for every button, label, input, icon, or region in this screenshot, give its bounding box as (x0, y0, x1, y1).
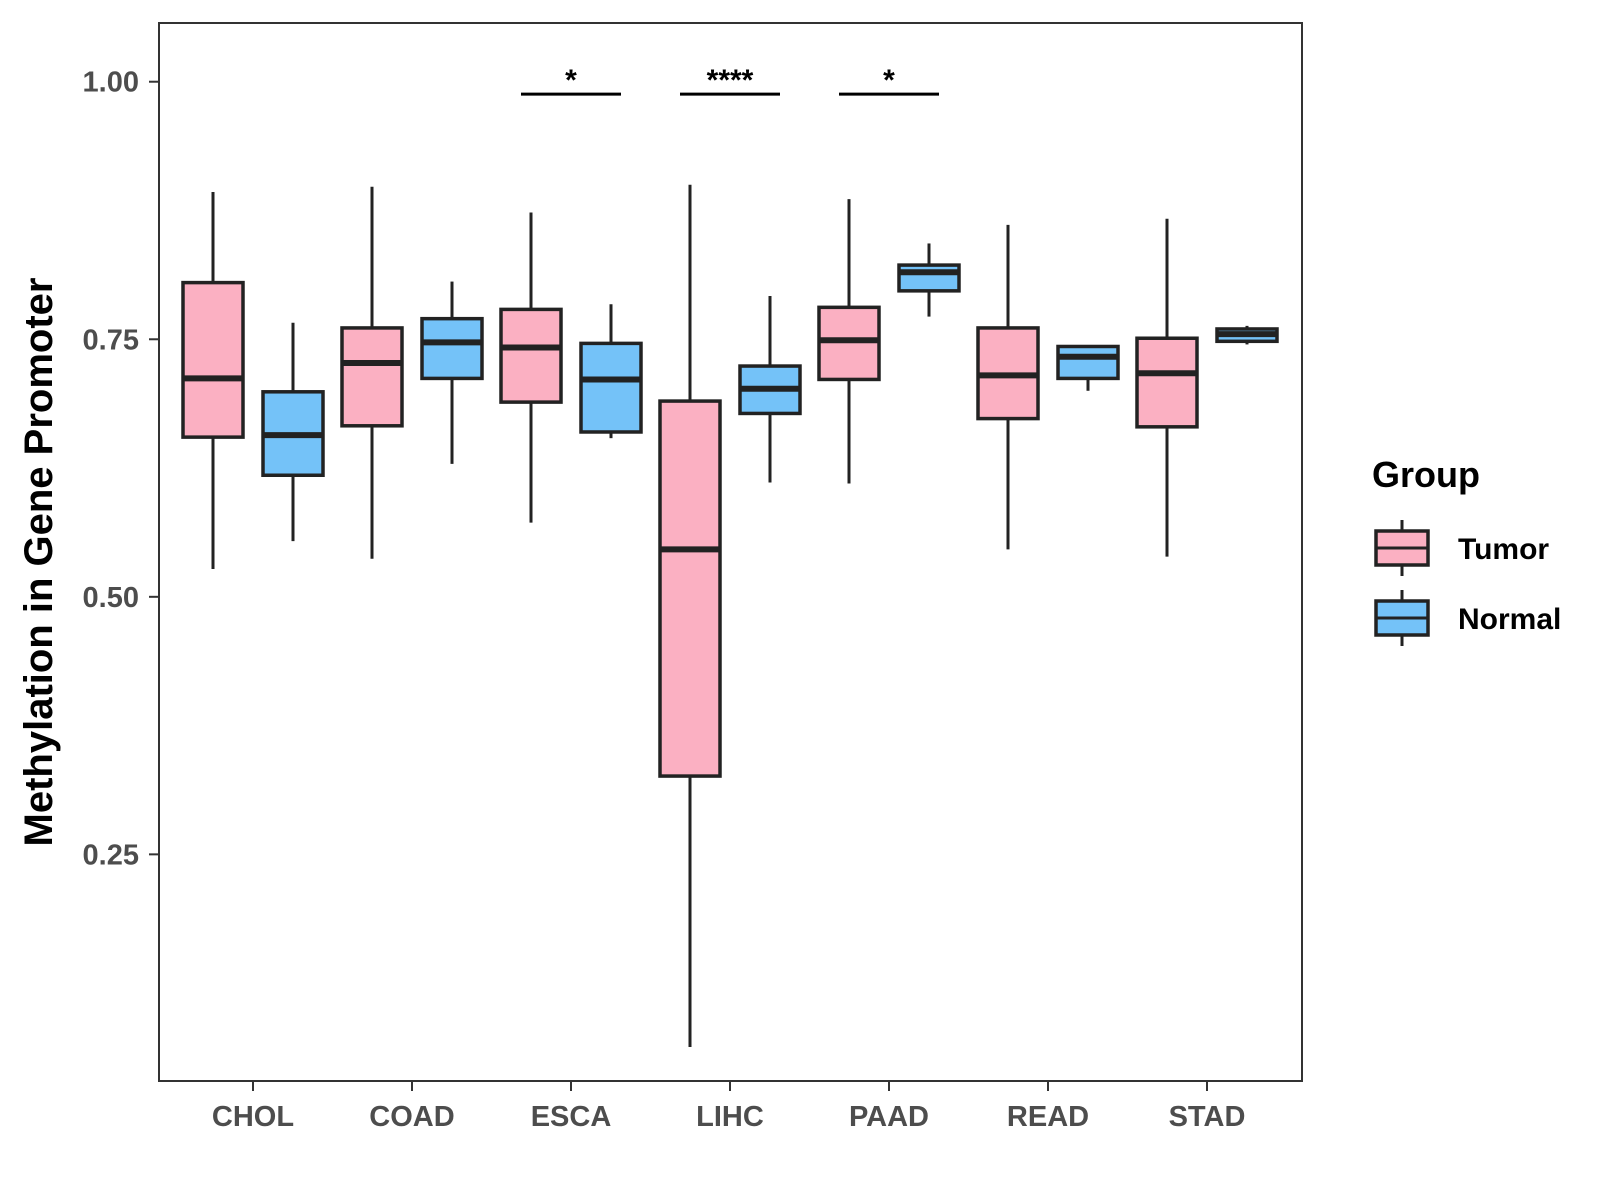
y-axis-title: Methylation in Gene Promoter (17, 278, 61, 847)
legend: Group Tumor Normal (1372, 454, 1561, 646)
legend-label-tumor: Tumor (1458, 533, 1549, 566)
significance-label-lihc: **** (707, 64, 754, 97)
normal-box-coad (420, 316, 484, 381)
normal-box-read (1056, 344, 1120, 381)
x-tick-label: READ (1007, 1101, 1089, 1133)
y-tick-label: 0.50 (83, 582, 139, 614)
significance-label-paad: * (883, 64, 895, 97)
tumor-box-paad (817, 305, 881, 382)
y-tick-label: 1.00 (83, 67, 139, 99)
legend-label-normal: Normal (1458, 603, 1561, 636)
x-tick-label: LIHC (696, 1101, 764, 1133)
normal-box-paad (897, 263, 961, 293)
tumor-box-esca (499, 307, 563, 404)
x-tick-label: PAAD (849, 1101, 929, 1133)
tumor-box-lihc (658, 399, 722, 778)
x-tick-label: COAD (369, 1101, 454, 1133)
significance-label-esca: * (565, 64, 577, 97)
normal-box-esca (579, 341, 643, 434)
x-tick-label: STAD (1169, 1101, 1246, 1133)
tumor-box-chol (181, 280, 245, 439)
x-tick-label: ESCA (531, 1101, 612, 1133)
y-tick-label: 0.75 (83, 324, 139, 356)
plot-marks: * **** * (181, 64, 1279, 1048)
legend-title: Group (1372, 454, 1480, 495)
y-tick-label: 0.25 (83, 839, 139, 871)
axes: 0.25 0.50 0.75 1.00 CHOL COAD ESCA LIHC PAAD READ… (83, 67, 1246, 1133)
tumor-box-stad (1135, 336, 1199, 429)
tumor-box-coad (340, 326, 404, 428)
x-tick-label: CHOL (212, 1101, 294, 1133)
